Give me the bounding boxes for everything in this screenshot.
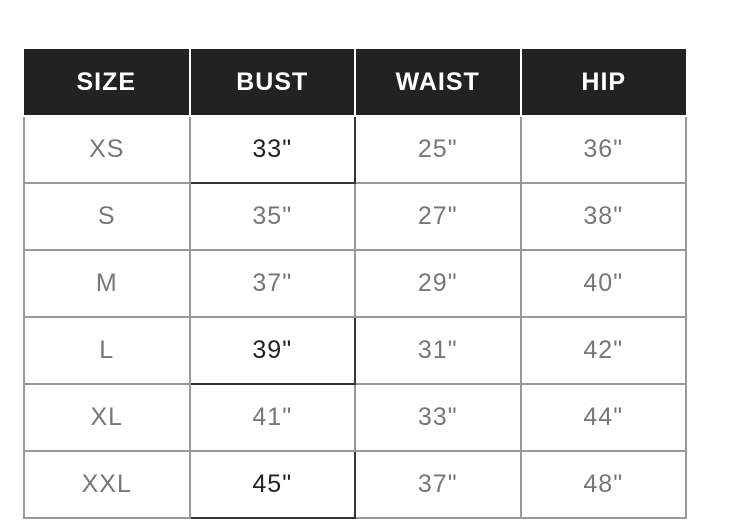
header-cell: BUST — [188, 49, 356, 117]
row: S 35" 27" 38" — [23, 182, 687, 251]
cell: XS — [23, 115, 191, 184]
table-body: XS 33" 25" 36" S 35" 27" 38" M 37" 29" 4… — [23, 115, 687, 519]
cell: 42" — [519, 316, 687, 385]
header-row: SIZE BUST WAIST HIP — [24, 49, 686, 117]
cell: XXL — [23, 450, 191, 519]
cell: 29" — [354, 249, 522, 318]
row: XXL 45" 37" 48" — [23, 450, 687, 519]
header-cell: SIZE — [24, 49, 191, 117]
cell: XL — [23, 383, 191, 452]
cell: 44" — [519, 383, 687, 452]
cell: L — [23, 316, 191, 385]
cell: 38" — [519, 182, 687, 251]
cell: 45" — [188, 450, 356, 519]
row: XS 33" 25" 36" — [23, 115, 687, 184]
cell: M — [23, 249, 191, 318]
cell: 33" — [188, 115, 356, 184]
cell: 35" — [188, 182, 356, 251]
cell: 48" — [519, 450, 687, 519]
cell: S — [23, 182, 191, 251]
cell: 41" — [188, 383, 356, 452]
row: L 39" 31" 42" — [23, 316, 687, 385]
header-cell: WAIST — [354, 49, 522, 117]
cell: 39" — [188, 316, 356, 385]
cell: 36" — [519, 115, 687, 184]
cell: 31" — [354, 316, 522, 385]
cell: 33" — [354, 383, 522, 452]
table-header: SIZE BUST WAIST HIP — [24, 49, 686, 117]
header-cell: HIP — [519, 49, 686, 117]
cell: 25" — [354, 115, 522, 184]
cell: 27" — [354, 182, 522, 251]
row: XL 41" 33" 44" — [23, 383, 687, 452]
row: M 37" 29" 40" — [23, 249, 687, 318]
size-table: SIZE BUST WAIST HIP XS 33" 25" 36" S 35"… — [23, 49, 687, 519]
cell: 37" — [188, 249, 356, 318]
cell: 37" — [354, 450, 522, 519]
cell: 40" — [519, 249, 687, 318]
